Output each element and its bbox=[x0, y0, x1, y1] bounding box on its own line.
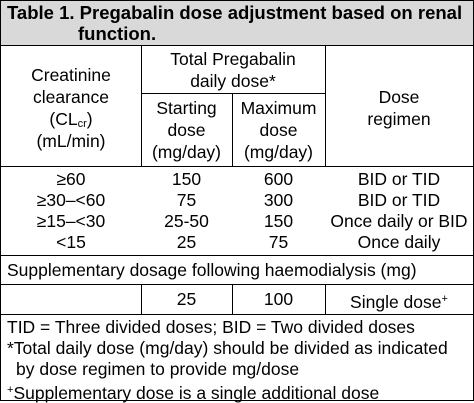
row-2-starting: 75 bbox=[176, 190, 197, 210]
row-4-starting: 25 bbox=[176, 232, 197, 252]
row-1-maximum: 600 bbox=[263, 169, 294, 189]
divider-total-dose bbox=[141, 93, 325, 94]
header-starting-line2: dose bbox=[167, 120, 206, 140]
col-divider-1-supp bbox=[141, 285, 142, 314]
supplementary-maximum: 100 bbox=[263, 289, 294, 309]
footnote-star-line1: *Total daily dose (mg/day) should be div… bbox=[7, 338, 448, 358]
supplementary-heading: Supplementary dosage following haemodial… bbox=[7, 260, 417, 280]
col-divider-1-header bbox=[141, 46, 142, 166]
header-total-line2: daily dose* bbox=[190, 71, 276, 91]
divider-footnotes bbox=[1, 314, 473, 315]
col-divider-3-supp bbox=[325, 285, 326, 314]
header-maximum-line1: Maximum bbox=[240, 98, 317, 118]
row-2-clearance: ≥30–<60 bbox=[36, 190, 106, 210]
supplementary-starting: 25 bbox=[176, 289, 197, 309]
divider-data-bottom bbox=[1, 255, 473, 256]
header-starting-line3: (mg/day) bbox=[151, 142, 222, 162]
row-3-regimen: Once daily or BID bbox=[330, 211, 468, 231]
col-divider-3-header bbox=[325, 46, 326, 166]
header-creatinine-line4: (mL/min) bbox=[36, 131, 106, 151]
row-2-regimen: BID or TID bbox=[357, 190, 441, 210]
header-starting-line1: Starting bbox=[156, 98, 217, 118]
col-divider-2-supp bbox=[232, 285, 233, 314]
footnote-plus: +Supplementary dose is a single addition… bbox=[7, 383, 380, 403]
table-title-line1: Table 1. Pregabalin dose adjustment base… bbox=[7, 2, 463, 23]
row-2-maximum: 300 bbox=[263, 190, 294, 210]
header-regimen-line1: Dose bbox=[378, 87, 420, 107]
row-1-clearance: ≥60 bbox=[56, 169, 86, 189]
header-maximum-line3: (mg/day) bbox=[243, 142, 314, 162]
header-regimen-line2: regimen bbox=[367, 109, 431, 129]
footnote-abbreviations: TID = Three divided doses; BID = Two div… bbox=[7, 317, 415, 337]
header-maximum-line2: dose bbox=[259, 120, 298, 140]
supplementary-regimen: Single dose+ bbox=[350, 292, 448, 312]
divider-header-bottom bbox=[1, 166, 473, 167]
header-creatinine-line3: (CLcr) bbox=[49, 109, 93, 130]
row-3-starting: 25-50 bbox=[164, 211, 209, 231]
header-creatinine-line2: clearance bbox=[33, 87, 109, 107]
row-4-maximum: 75 bbox=[268, 232, 289, 252]
header-total-line1: Total Pregabalin bbox=[170, 49, 296, 69]
col-divider-2-header bbox=[232, 94, 233, 166]
row-3-clearance: ≥15–<30 bbox=[36, 211, 106, 231]
row-4-regimen: Once daily bbox=[357, 232, 441, 252]
header-creatinine-line1: Creatinine bbox=[31, 65, 111, 85]
row-4-clearance: <15 bbox=[56, 232, 86, 252]
row-1-regimen: BID or TID bbox=[357, 169, 441, 189]
table-title-line2: function. bbox=[78, 23, 157, 44]
table-title-bar: Table 1. Pregabalin dose adjustment base… bbox=[1, 1, 473, 46]
divider-supplementary-heading bbox=[1, 284, 473, 285]
row-1-starting: 150 bbox=[171, 169, 202, 189]
row-3-maximum: 150 bbox=[263, 211, 294, 231]
footnote-star-line2: by dose regimen to provide mg/dose bbox=[16, 359, 300, 379]
